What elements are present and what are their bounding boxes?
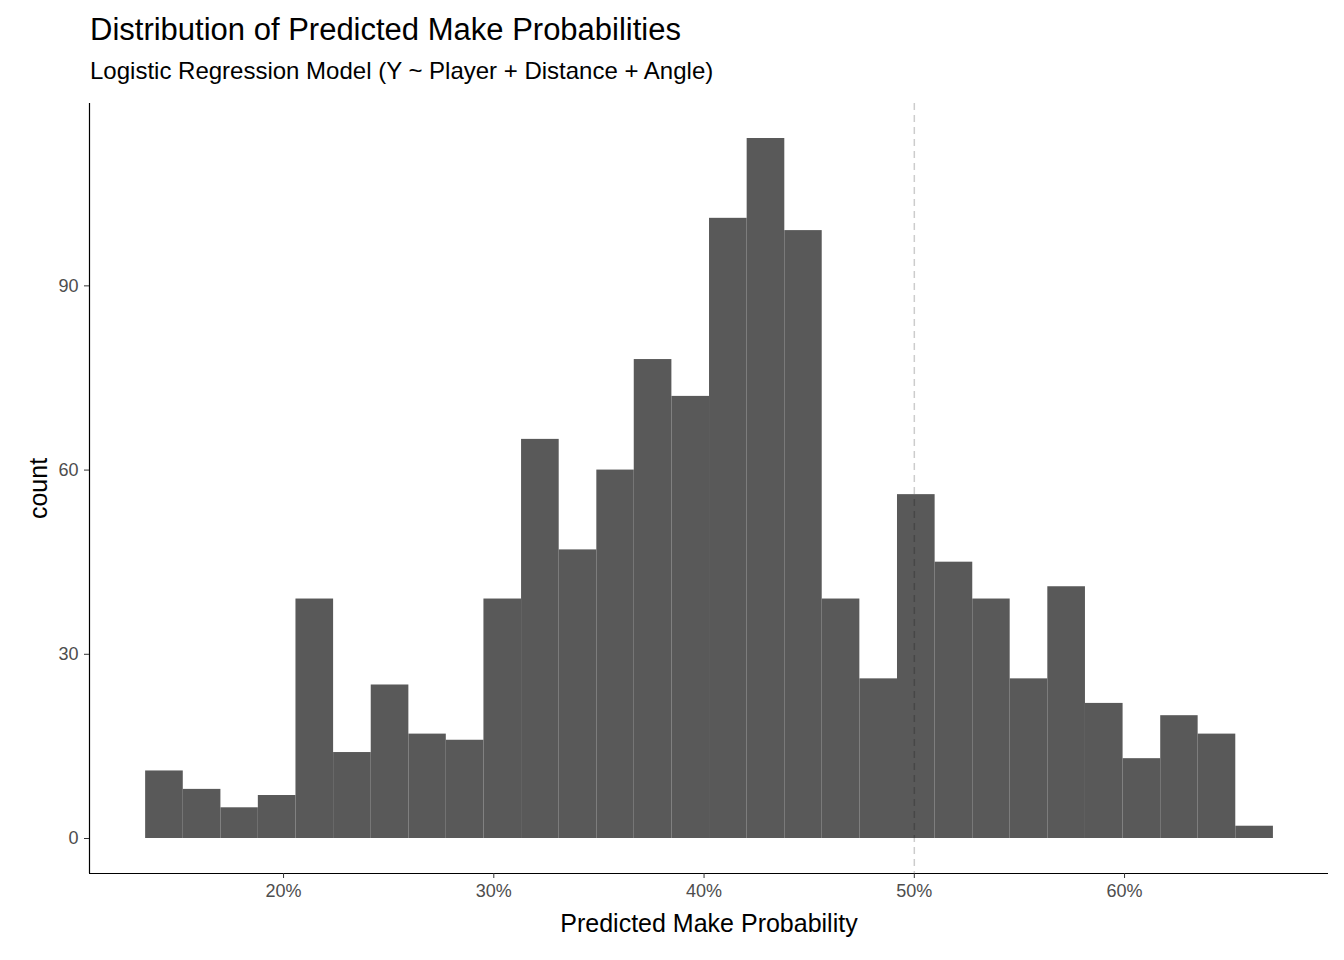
svg-text:0: 0 (68, 828, 78, 848)
svg-text:50%: 50% (896, 881, 932, 901)
svg-text:90: 90 (58, 276, 78, 296)
svg-text:60%: 60% (1107, 881, 1143, 901)
svg-text:30%: 30% (476, 881, 512, 901)
svg-text:40%: 40% (686, 881, 722, 901)
html-text:Distribution of Predicted Make: Distribution of Predicted Make Probabili… (90, 12, 681, 47)
svg-text:count: count (24, 458, 52, 519)
svg-text:Predicted Make Probability: Predicted Make Probability (560, 909, 858, 937)
svg-text:20%: 20% (266, 881, 302, 901)
html-text:Logistic Regression Model (Y ~: Logistic Regression Model (Y ~ Player + … (90, 57, 714, 84)
svg-text:30: 30 (58, 644, 78, 664)
svg-text:60: 60 (58, 460, 78, 480)
